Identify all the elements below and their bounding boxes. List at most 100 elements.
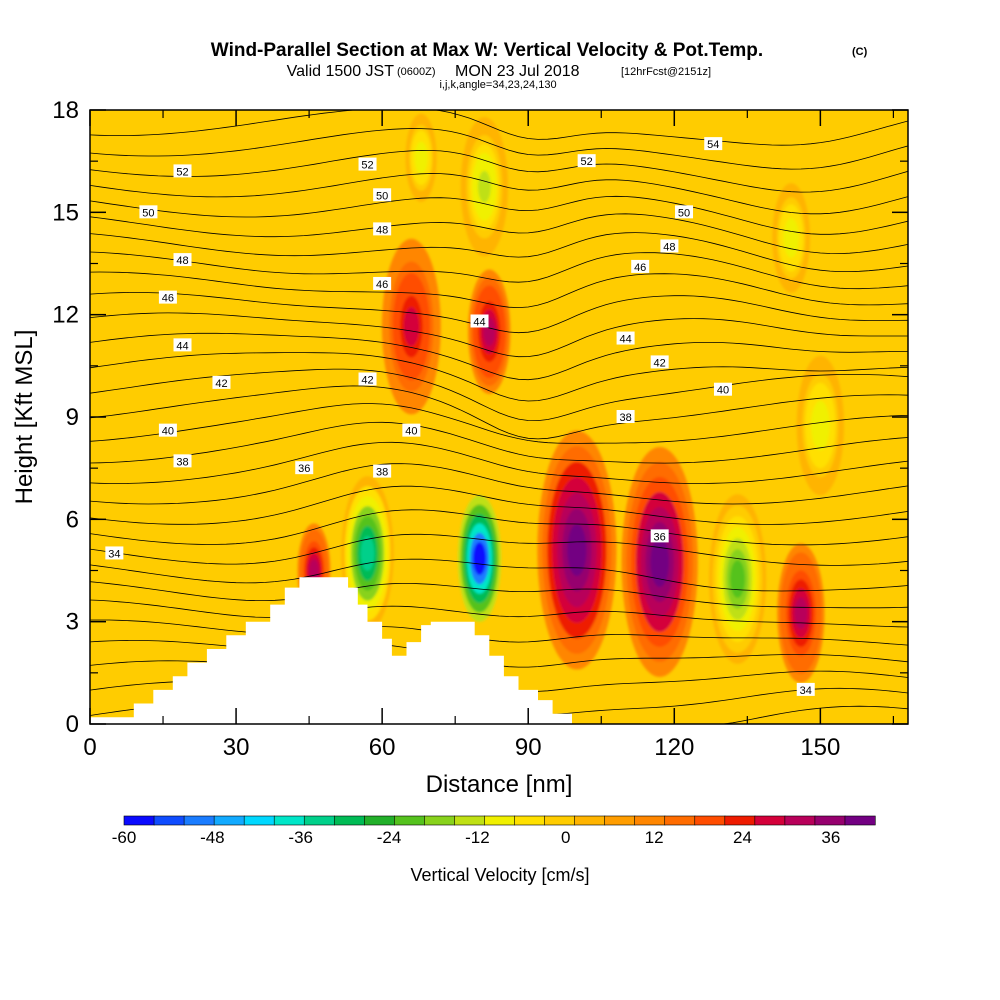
colorbar-ticks: -60 -48 -36 -24 -12 0 12 24 36	[112, 828, 841, 847]
svg-text:36: 36	[654, 531, 666, 543]
svg-text:48: 48	[176, 255, 188, 267]
colorbar-swatch-7	[333, 815, 365, 826]
contour-label-12: 42	[650, 355, 669, 369]
isentrope-11	[90, 463, 908, 505]
contour-label-25: 52	[173, 164, 192, 178]
x-tick-label-5: 150	[800, 734, 840, 761]
colorbar-swatch-23	[814, 815, 846, 826]
colorbar-swatch-5	[273, 815, 305, 826]
w-cell-3-level-7	[472, 542, 487, 575]
contour-label-17: 46	[373, 276, 392, 291]
w-cell-8-level-7	[650, 536, 670, 587]
w-cell-1-level-7	[403, 307, 419, 347]
svg-text:52: 52	[176, 166, 188, 178]
y-tick-label-5: 15	[52, 199, 79, 226]
contour-label-16: 46	[158, 290, 177, 305]
svg-text:50: 50	[678, 207, 690, 219]
svg-text:50: 50	[376, 190, 388, 202]
contour-label-26: 52	[358, 157, 377, 172]
svg-text:42: 42	[361, 374, 373, 386]
colorbar-tick-label-5: 0	[561, 828, 570, 847]
contour-label-13: 44	[173, 338, 192, 352]
colorbar-swatch-10	[424, 815, 456, 826]
w-cell-12-level-7	[785, 225, 797, 251]
isentrope-28	[90, 128, 908, 170]
svg-text:40: 40	[162, 426, 174, 438]
isentrope-25	[90, 195, 908, 235]
isentrope-21	[90, 271, 908, 309]
contour-label-3: 36	[650, 529, 669, 543]
contour-label-0: 34	[105, 546, 124, 560]
contour-label-7: 40	[158, 423, 177, 438]
colorbar-label: Vertical Velocity [cm/s]	[410, 865, 589, 885]
colorbar-swatch-3	[213, 815, 245, 826]
isentrope-9	[90, 509, 908, 546]
colorbar-swatch-21	[754, 815, 786, 826]
terrain	[90, 577, 572, 724]
colorbar-swatch-6	[303, 815, 335, 826]
contour-label-2: 36	[295, 461, 314, 475]
colorbar-swatch-15	[574, 815, 606, 826]
isentrope-8	[90, 533, 908, 566]
colorbar-swatch-14	[544, 815, 576, 826]
colorbar-swatch-8	[364, 815, 395, 826]
contour-label-20: 48	[373, 222, 392, 236]
chart-header: Wind-Parallel Section at Max W: Vertical…	[211, 40, 868, 91]
x-axis-label: Distance [nm]	[426, 771, 573, 798]
x-tick-label-1: 30	[223, 734, 250, 761]
contour-label-18: 46	[631, 259, 650, 274]
isentrope-5	[90, 599, 908, 628]
isentrope-27	[90, 149, 908, 193]
isentrope-24	[90, 213, 908, 255]
potential-temperature-contours	[90, 110, 908, 724]
isentrope-6	[90, 581, 908, 609]
valid-date: MON 23 Jul 2018	[455, 63, 580, 80]
contour-label-21: 48	[660, 239, 679, 253]
svg-text:34: 34	[800, 685, 812, 697]
svg-text:40: 40	[405, 426, 417, 438]
contour-label-24: 50	[675, 205, 694, 219]
colorbar-swatch-18	[664, 815, 696, 826]
svg-text:40: 40	[717, 385, 729, 397]
colorbar-swatch-24	[844, 815, 876, 826]
w-cell-10-level-7	[794, 597, 808, 629]
svg-text:44: 44	[473, 316, 485, 328]
w-cell-5-level-7	[477, 170, 491, 203]
isentrope-13	[90, 421, 908, 464]
colorbar-swatch-9	[394, 815, 425, 826]
contour-label-8: 40	[402, 423, 421, 438]
isentrope-29	[90, 110, 908, 146]
isentrope-23	[90, 232, 908, 272]
contour-label-22: 50	[139, 205, 158, 219]
colorbar-tick-label-1: -48	[200, 828, 225, 847]
y-tick-label-3: 9	[66, 404, 79, 431]
svg-text:38: 38	[376, 467, 388, 479]
colorbar-tick-label-2: -36	[288, 828, 313, 847]
w-cell-9-level-7	[730, 560, 745, 598]
plot-area: 34 34 36 36 38 38 38 40 40 40 42 42 42 44 44 44 46 46 46 48…	[90, 110, 908, 724]
svg-text:38: 38	[619, 412, 631, 424]
svg-text:54: 54	[707, 139, 719, 151]
contour-label-6: 38	[616, 410, 635, 424]
y-tick-label-6: 18	[52, 97, 79, 124]
colorbar-swatch-11	[454, 815, 486, 826]
svg-text:34: 34	[108, 548, 120, 560]
x-axis: 0 30 60 90 120 150	[83, 110, 894, 761]
svg-text:44: 44	[176, 340, 188, 352]
svg-text:46: 46	[634, 262, 646, 274]
isentrope-18	[90, 332, 908, 381]
colorbar-tick-label-8: 36	[821, 828, 840, 847]
svg-text:44: 44	[619, 334, 631, 346]
valid-time: Valid 1500 JST	[287, 63, 395, 80]
colorbar-swatch-20	[724, 815, 756, 826]
isentrope-7	[90, 558, 908, 592]
x-tick-label-0: 0	[83, 734, 96, 761]
svg-text:52: 52	[361, 160, 373, 172]
colorbar-swatch-2	[183, 815, 215, 826]
w-cell-11-level-7	[813, 409, 827, 442]
isentrope-19	[90, 312, 908, 358]
svg-text:36: 36	[298, 463, 310, 475]
contour-label-4: 38	[173, 454, 192, 468]
